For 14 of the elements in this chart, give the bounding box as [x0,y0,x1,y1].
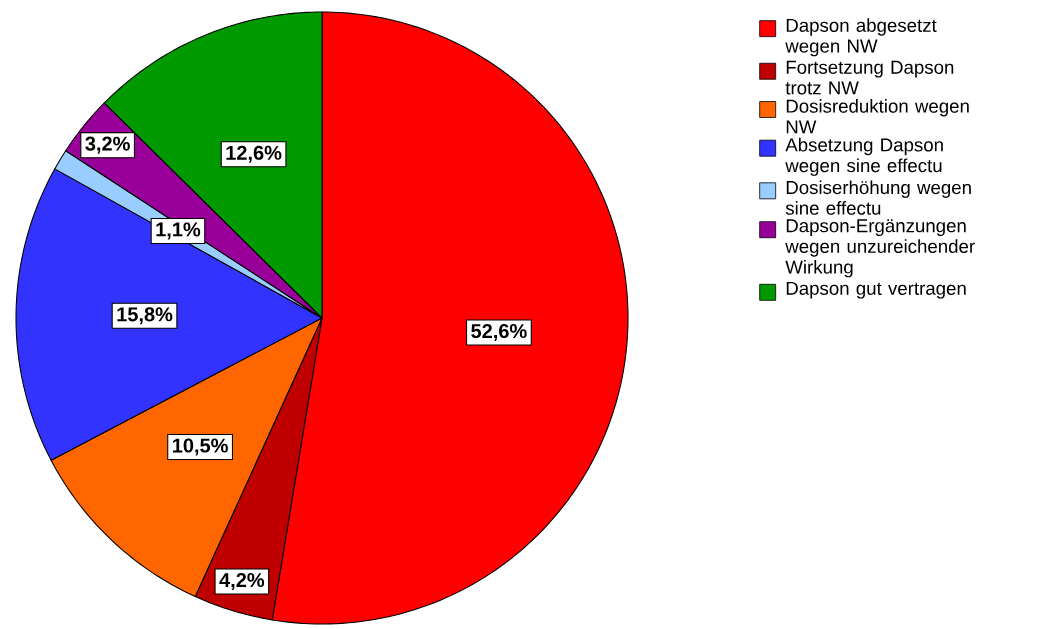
data-label: 4,2% [219,572,265,591]
legend-label: Dosisreduktion wegen NW [786,99,969,134]
legend-label: Fortsetzung Dapson trotz NW [785,60,954,95]
legend-label: Absetzung Dapson wegen sine effectu [785,137,943,176]
data-label: 10,5% [173,438,228,456]
data-label: 1,1% [156,222,201,240]
data-label: 15,8% [117,307,173,325]
data-label: 12,6% [226,145,282,163]
legend-label: Dapson-Ergänzungen wegen unzureichender Wirkung [785,219,975,278]
data-label: 3,2% [85,136,130,154]
data-label: 52,6% [471,323,527,342]
legend-label: Dosiserhöhung wegen sine effectu [785,180,971,215]
legend-label: Dapson abgesetzt wegen NW [785,18,937,57]
legend-label: Dapson gut vertragen [786,281,966,299]
